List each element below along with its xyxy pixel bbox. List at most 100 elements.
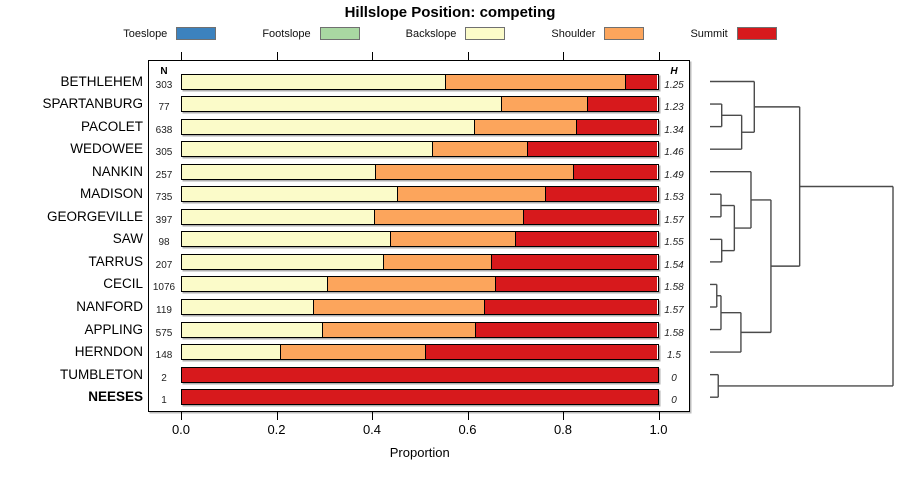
category-label: PACOLET [80, 118, 143, 134]
bar-segment-backslope [182, 164, 375, 179]
legend-label: Summit [690, 27, 728, 40]
n-value: 303 [155, 79, 173, 91]
legend-item-footslope: Footslope [262, 27, 360, 40]
tick-bottom [658, 412, 660, 420]
legend-label: Footslope [262, 27, 311, 40]
legend-swatch-footslope [319, 27, 360, 40]
h-value: 0 [671, 395, 677, 407]
legend-swatch-backslope [465, 27, 506, 40]
tick-top [467, 52, 469, 60]
bar-segment-summit [483, 300, 658, 314]
x-tick-label: 1.0 [649, 422, 668, 437]
x-tick-label: 0.0 [171, 422, 191, 437]
tick-bottom [372, 412, 373, 420]
bar-row-madison [181, 186, 659, 203]
bar-segment-shoulder [431, 142, 527, 157]
bar-segment-backslope [182, 142, 432, 157]
category-label: MADISON [79, 186, 143, 202]
h-value: 1.34 [664, 124, 684, 136]
legend-item-shoulder: Shoulder [551, 27, 645, 40]
bar-segment-summit [545, 187, 658, 202]
tick-bottom [467, 412, 469, 420]
bar-segment-summit [182, 367, 658, 382]
n-value: 257 [155, 169, 173, 181]
h-value: 1.54 [664, 259, 684, 271]
bar-segment-shoulder [501, 97, 588, 112]
chart-legend: Toeslope Footslope Backslope Shoulder Summit [0, 27, 900, 40]
category-label: APPLING [84, 321, 143, 337]
bar-segment-shoulder [444, 74, 626, 89]
category-label: HERNDON [74, 344, 143, 360]
tick-bottom [181, 412, 182, 420]
legend-swatch-toeslope [176, 27, 217, 40]
bar-segment-summit [587, 97, 658, 112]
category-label: GEORGEVILLE [46, 208, 143, 224]
bar-segment-summit [475, 322, 658, 337]
n-value: 1076 [152, 282, 176, 294]
n-value: 148 [155, 350, 173, 362]
bar-row-herndon [181, 344, 659, 361]
bar-row-cecil [181, 276, 659, 293]
bar-segment-shoulder [474, 119, 576, 134]
bar-segment-summit [526, 142, 658, 157]
bar-row-wedowee [181, 141, 659, 158]
bar-row-bethlehem [181, 73, 659, 90]
category-label: CECIL [103, 276, 143, 292]
n-value: 2 [161, 372, 167, 384]
bar-segment-shoulder [396, 187, 546, 202]
bar-segment-backslope [182, 300, 313, 314]
x-tick-label: 0.2 [267, 422, 286, 437]
category-label: SAW [112, 231, 143, 247]
h-value: 0 [671, 372, 677, 384]
x-tick-label: 0.8 [553, 422, 573, 437]
bar-segment-summit [490, 254, 658, 269]
n-value: 397 [155, 214, 173, 226]
bar-segment-backslope [182, 254, 384, 269]
bar-segment-summit [625, 74, 658, 89]
chart-title: Hillslope Position: competing [344, 4, 556, 21]
category-label: NEESES [88, 389, 143, 405]
bar-segment-shoulder [280, 345, 425, 360]
bar-segment-summit [182, 390, 658, 405]
n-value: 1 [161, 395, 167, 407]
legend-item-toeslope: Toeslope [123, 27, 217, 40]
h-value: 1.58 [664, 327, 684, 339]
bar-row-saw [181, 231, 659, 248]
bar-segment-summit [573, 164, 658, 179]
bar-row-pacolet [181, 118, 659, 135]
legend-swatch-shoulder [604, 27, 645, 40]
bar-segment-shoulder [383, 254, 491, 269]
n-value: 575 [155, 327, 173, 339]
bar-row-nanford [181, 299, 659, 315]
x-tick-label: 0.4 [362, 422, 382, 437]
bar-row-neeses [181, 389, 659, 406]
h-value: 1.46 [664, 147, 684, 159]
bar-segment-backslope [182, 322, 322, 337]
bar-segment-shoulder [373, 209, 524, 224]
h-value: 1.57 [664, 214, 684, 226]
bar-segment-shoulder [312, 300, 484, 314]
n-value: 735 [155, 192, 173, 204]
bar-segment-shoulder [327, 277, 496, 292]
category-label: NANFORD [76, 299, 143, 314]
legend-item-summit: Summit [690, 27, 777, 40]
bar-segment-summit [495, 277, 658, 292]
category-label: WEDOWEE [70, 141, 143, 157]
n-value: 207 [155, 259, 173, 271]
bar-segment-shoulder [321, 322, 476, 337]
category-label: NANKIN [91, 163, 143, 179]
n-value: 77 [158, 102, 170, 114]
bar-segment-shoulder [389, 232, 516, 247]
h-value: 1.5 [667, 350, 681, 362]
bar-segment-summit [424, 345, 658, 360]
h-value: 1.58 [664, 282, 684, 294]
legend-label: Shoulder [551, 27, 596, 40]
bar-row-nankin [181, 163, 659, 180]
h-column-header: H [670, 66, 678, 77]
tick-top [372, 52, 373, 60]
bar-row-georgeville [181, 208, 659, 225]
n-value: 98 [158, 237, 170, 249]
category-label: BETHLEHEM [60, 73, 143, 89]
legend-swatch-summit [736, 27, 777, 40]
h-value: 1.55 [664, 237, 684, 249]
